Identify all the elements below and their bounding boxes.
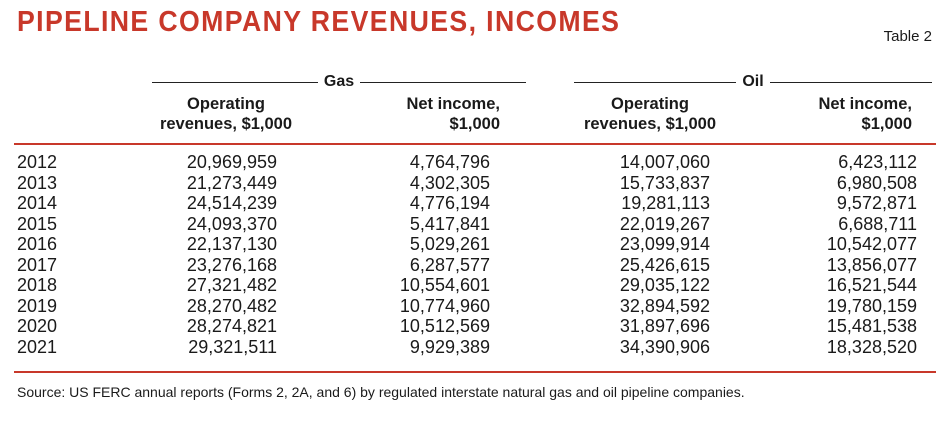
cell-gas-net-income: 4,302,305: [409, 172, 490, 193]
source-note: Source: US FERC annual reports (Forms 2,…: [17, 384, 745, 400]
cell-gas-net-income: 5,029,261: [409, 234, 490, 254]
column-header-gas-net-income: Net income, $1,000: [390, 94, 500, 134]
cell-oil-revenues: 32,894,592: [619, 295, 710, 316]
group-rule-right: [360, 81, 526, 83]
table-row: 2013 21,273,449 4,302,305 15,733,837 6,980,5…: [0, 173, 950, 194]
cell-oil-net-income: 15,481,538: [826, 316, 917, 336]
cell-gas-net-income: 4,776,194: [409, 193, 490, 213]
cell-oil-revenues: 15,733,837: [619, 172, 710, 193]
group-rule-right: [769, 81, 932, 83]
cell-gas-net-income: 5,417,841: [409, 213, 490, 234]
cell-gas-net-income: 10,774,960: [399, 295, 490, 316]
table-row: 2017 23,276,168 6,287,577 25,426,615 13,856,…: [0, 255, 950, 276]
cell-oil-revenues: 31,897,696: [619, 316, 710, 336]
cell-gas-net-income: 4,764,796: [409, 152, 490, 172]
cell-oil-net-income: 13,856,077: [826, 254, 917, 275]
cell-gas-revenues: 20,969,959: [186, 152, 277, 172]
cell-year: 2021: [17, 336, 58, 357]
cell-oil-net-income: 10,542,077: [826, 234, 917, 254]
group-label-oil: Oil: [742, 73, 764, 90]
cell-oil-revenues: 23,099,914: [619, 234, 710, 254]
column-header-line: Operating: [611, 95, 689, 113]
cell-gas-net-income: 9,929,389: [409, 336, 490, 357]
cell-oil-net-income: 6,423,112: [838, 152, 917, 172]
cell-gas-revenues: 24,514,239: [186, 193, 277, 213]
cell-oil-revenues: 14,007,060: [619, 152, 710, 172]
cell-oil-net-income: 18,328,520: [826, 336, 917, 357]
cell-oil-net-income: 6,980,508: [836, 172, 917, 193]
table-row: 2020 28,274,821 10,512,569 31,897,696 15,481…: [0, 316, 950, 337]
cell-oil-revenues: 22,019,267: [619, 213, 710, 234]
column-header-line: Net income,: [406, 95, 500, 113]
table-row: 2021 29,321,511 9,929,389 34,390,906 18,328,…: [0, 337, 950, 358]
cell-gas-revenues: 24,093,370: [186, 213, 277, 234]
cell-year: 2015: [17, 213, 58, 234]
cell-oil-net-income: 6,688,711: [838, 213, 917, 234]
cell-year: 2018: [17, 275, 58, 295]
cell-oil-revenues: 19,281,113: [621, 193, 710, 213]
cell-year: 2020: [17, 316, 58, 336]
cell-year: 2014: [17, 193, 58, 213]
table-row: 2016 22,137,130 5,029,261 23,099,914 10,542,…: [0, 234, 950, 255]
group-rule-left: [574, 81, 737, 83]
cell-oil-net-income: 9,572,871: [836, 193, 917, 213]
cell-gas-net-income: 10,554,601: [399, 275, 490, 295]
column-header-line: $1,000: [449, 115, 500, 133]
cell-gas-revenues: 27,321,482: [186, 275, 277, 295]
table-row: 2018 27,321,482 10,554,601 29,035,122 16,521…: [0, 275, 950, 296]
column-header-line: revenues, $1,000: [583, 115, 717, 133]
cell-gas-revenues: 23,276,168: [186, 254, 277, 275]
table-label: Table 2: [883, 28, 932, 45]
header-divider: [14, 143, 936, 145]
group-label-gas: Gas: [323, 73, 355, 90]
cell-oil-revenues: 34,390,906: [619, 336, 710, 357]
table-row: 2019 28,270,482 10,774,960 32,894,592 19,780…: [0, 296, 950, 317]
column-header-line: Operating: [187, 95, 265, 113]
cell-oil-net-income: 19,780,159: [826, 295, 917, 316]
column-header-oil-net-income: Net income, $1,000: [800, 94, 912, 134]
column-header-line: $1,000: [861, 115, 912, 133]
cell-gas-revenues: 21,273,449: [186, 172, 277, 193]
cell-oil-revenues: 29,035,122: [619, 275, 710, 295]
cell-gas-revenues: 29,321,511: [188, 336, 277, 357]
column-header-line: Net income,: [818, 95, 912, 113]
cell-year: 2016: [17, 234, 58, 254]
cell-oil-revenues: 25,426,615: [619, 254, 710, 275]
cell-oil-net-income: 16,521,544: [826, 275, 917, 295]
column-header-line: revenues, $1,000: [159, 115, 293, 133]
cell-year: 2019: [17, 295, 58, 316]
table-row: 2014 24,514,239 4,776,194 19,281,113 9,572,8…: [0, 193, 950, 214]
footer-divider: [14, 371, 936, 373]
column-header-gas-revenues: Operating revenues, $1,000: [150, 94, 302, 134]
table-row: 2015 24,093,370 5,417,841 22,019,267 6,688,7…: [0, 214, 950, 235]
cell-gas-net-income: 10,512,569: [399, 316, 490, 336]
cell-gas-net-income: 6,287,577: [409, 254, 490, 275]
table-row: 2012 20,969,959 4,764,796 14,007,060 6,423,1…: [0, 152, 950, 173]
group-header-gas: Gas: [152, 72, 526, 92]
group-rule-left: [152, 81, 318, 83]
cell-gas-revenues: 22,137,130: [186, 234, 277, 254]
cell-gas-revenues: 28,270,482: [186, 295, 277, 316]
cell-gas-revenues: 28,274,821: [186, 316, 277, 336]
cell-year: 2013: [17, 172, 58, 193]
group-header-oil: Oil: [574, 72, 932, 92]
cell-year: 2012: [17, 152, 58, 172]
column-header-oil-revenues: Operating revenues, $1,000: [570, 94, 730, 134]
cell-year: 2017: [17, 254, 58, 275]
table-body: 2012 20,969,959 4,764,796 14,007,060 6,423,1…: [0, 152, 950, 357]
chart-title: PIPELINE COMPANY REVENUES, INCOMES: [17, 6, 621, 38]
